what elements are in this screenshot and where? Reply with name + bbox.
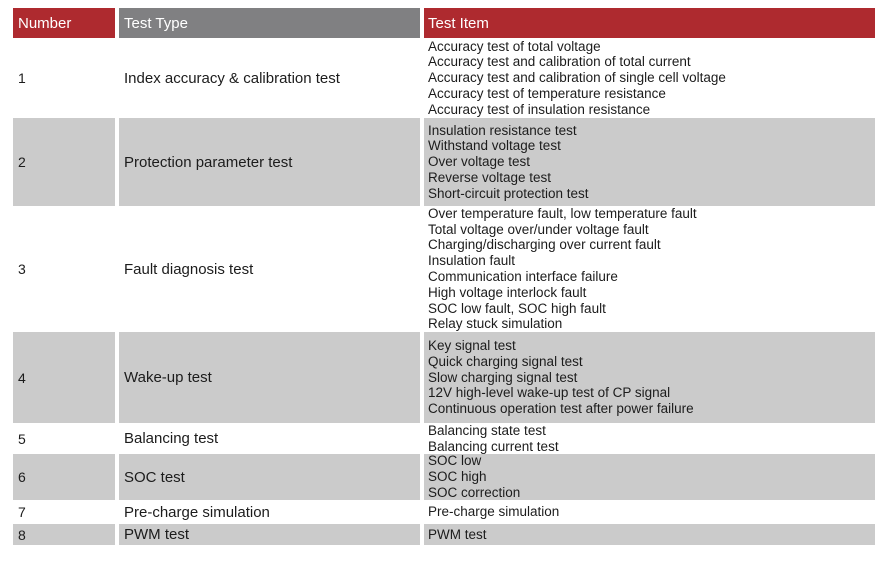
test-item-line: Withstand voltage test xyxy=(428,138,561,154)
row-5-number: 5 xyxy=(18,430,26,447)
test-item-line: Continuous operation test after power fa… xyxy=(428,401,694,417)
test-item-line: Relay stuck simulation xyxy=(428,316,563,332)
test-item-line: Communication interface failure xyxy=(428,269,618,284)
test-item-line: 12V high-level wake-up test of CP signal xyxy=(428,385,671,401)
test-item-line: Total voltage over/under voltage fault xyxy=(428,221,649,237)
header-number: Number xyxy=(13,8,115,38)
header-test-item: Test Item xyxy=(424,8,875,38)
row-4-number: 4 xyxy=(13,332,115,423)
row-3-test-items: Over temperature fault, low temperature … xyxy=(424,206,875,332)
test-item-line: Pre-charge simulation xyxy=(428,504,560,520)
test-item-line: Charging/discharging over current fault xyxy=(428,237,661,253)
row-8-test-type: PWM test xyxy=(119,524,420,545)
row-2-test-items: Insulation resistance test Withstand vol… xyxy=(424,118,875,206)
test-item-line: Accuracy test of insulation resistance xyxy=(428,101,651,117)
test-item-line: Over temperature fault, low temperature … xyxy=(428,206,697,221)
row-3-number: 3 xyxy=(18,261,26,277)
row-8-number: 8 xyxy=(13,524,115,545)
test-item-line: PWM test xyxy=(428,526,487,542)
test-item-line: Accuracy test of total voltage xyxy=(428,38,601,54)
test-item-line: Reverse voltage test xyxy=(428,169,552,185)
row-7-test-type: Pre-charge simulation xyxy=(124,503,270,521)
test-item-line: Insulation resistance test xyxy=(428,122,577,138)
test-item-line: High voltage interlock fault xyxy=(428,284,587,300)
test-item-line: Insulation fault xyxy=(428,253,516,269)
test-item-line: SOC high xyxy=(428,469,487,485)
row-4-test-type: Wake-up test xyxy=(119,332,420,423)
row-2-test-type: Protection parameter test xyxy=(119,118,420,206)
row-3-test-type: Fault diagnosis test xyxy=(124,260,254,278)
test-item-line: Accuracy test of temperature resistance xyxy=(428,85,666,101)
test-item-line: Accuracy test and calibration of single … xyxy=(428,70,726,86)
row-6-number: 6 xyxy=(13,454,115,500)
test-item-line: Balancing state test xyxy=(428,423,546,438)
test-item-line: Accuracy test and calibration of total c… xyxy=(428,54,691,70)
row-1-test-type: Index accuracy & calibration test xyxy=(124,69,340,87)
row-7-number: 7 xyxy=(18,504,26,520)
row-1-number: 1 xyxy=(18,70,26,86)
row-1-test-items: Accuracy test of total voltage Accuracy … xyxy=(424,38,875,118)
row-5-test-type: Balancing test xyxy=(124,430,219,447)
test-item-line: Balancing current test xyxy=(428,438,559,454)
row-5-test-items: Balancing state test Balancing current t… xyxy=(424,423,875,454)
test-item-line: Over voltage test xyxy=(428,154,531,170)
test-plan-table: Number Test Type Test Item 1 Index accur… xyxy=(13,8,875,545)
row-4-test-items: Key signal test Quick charging signal te… xyxy=(424,332,875,423)
test-item-line: Short-circuit protection test xyxy=(428,185,589,201)
header-test-type: Test Type xyxy=(119,8,420,38)
test-item-line: SOC low fault, SOC high fault xyxy=(428,300,606,316)
test-item-line: SOC low xyxy=(428,454,482,469)
row-8-test-items: PWM test xyxy=(424,524,875,545)
test-item-line: Quick charging signal test xyxy=(428,353,583,369)
test-item-line: Slow charging signal test xyxy=(428,369,578,385)
row-2-number: 2 xyxy=(13,118,115,206)
test-item-line: Key signal test xyxy=(428,338,516,353)
test-item-line: SOC correction xyxy=(428,484,521,500)
row-6-test-items: SOC low SOC high SOC correction xyxy=(424,454,875,500)
row-7-test-items: Pre-charge simulation xyxy=(424,500,875,524)
row-6-test-type: SOC test xyxy=(119,454,420,500)
